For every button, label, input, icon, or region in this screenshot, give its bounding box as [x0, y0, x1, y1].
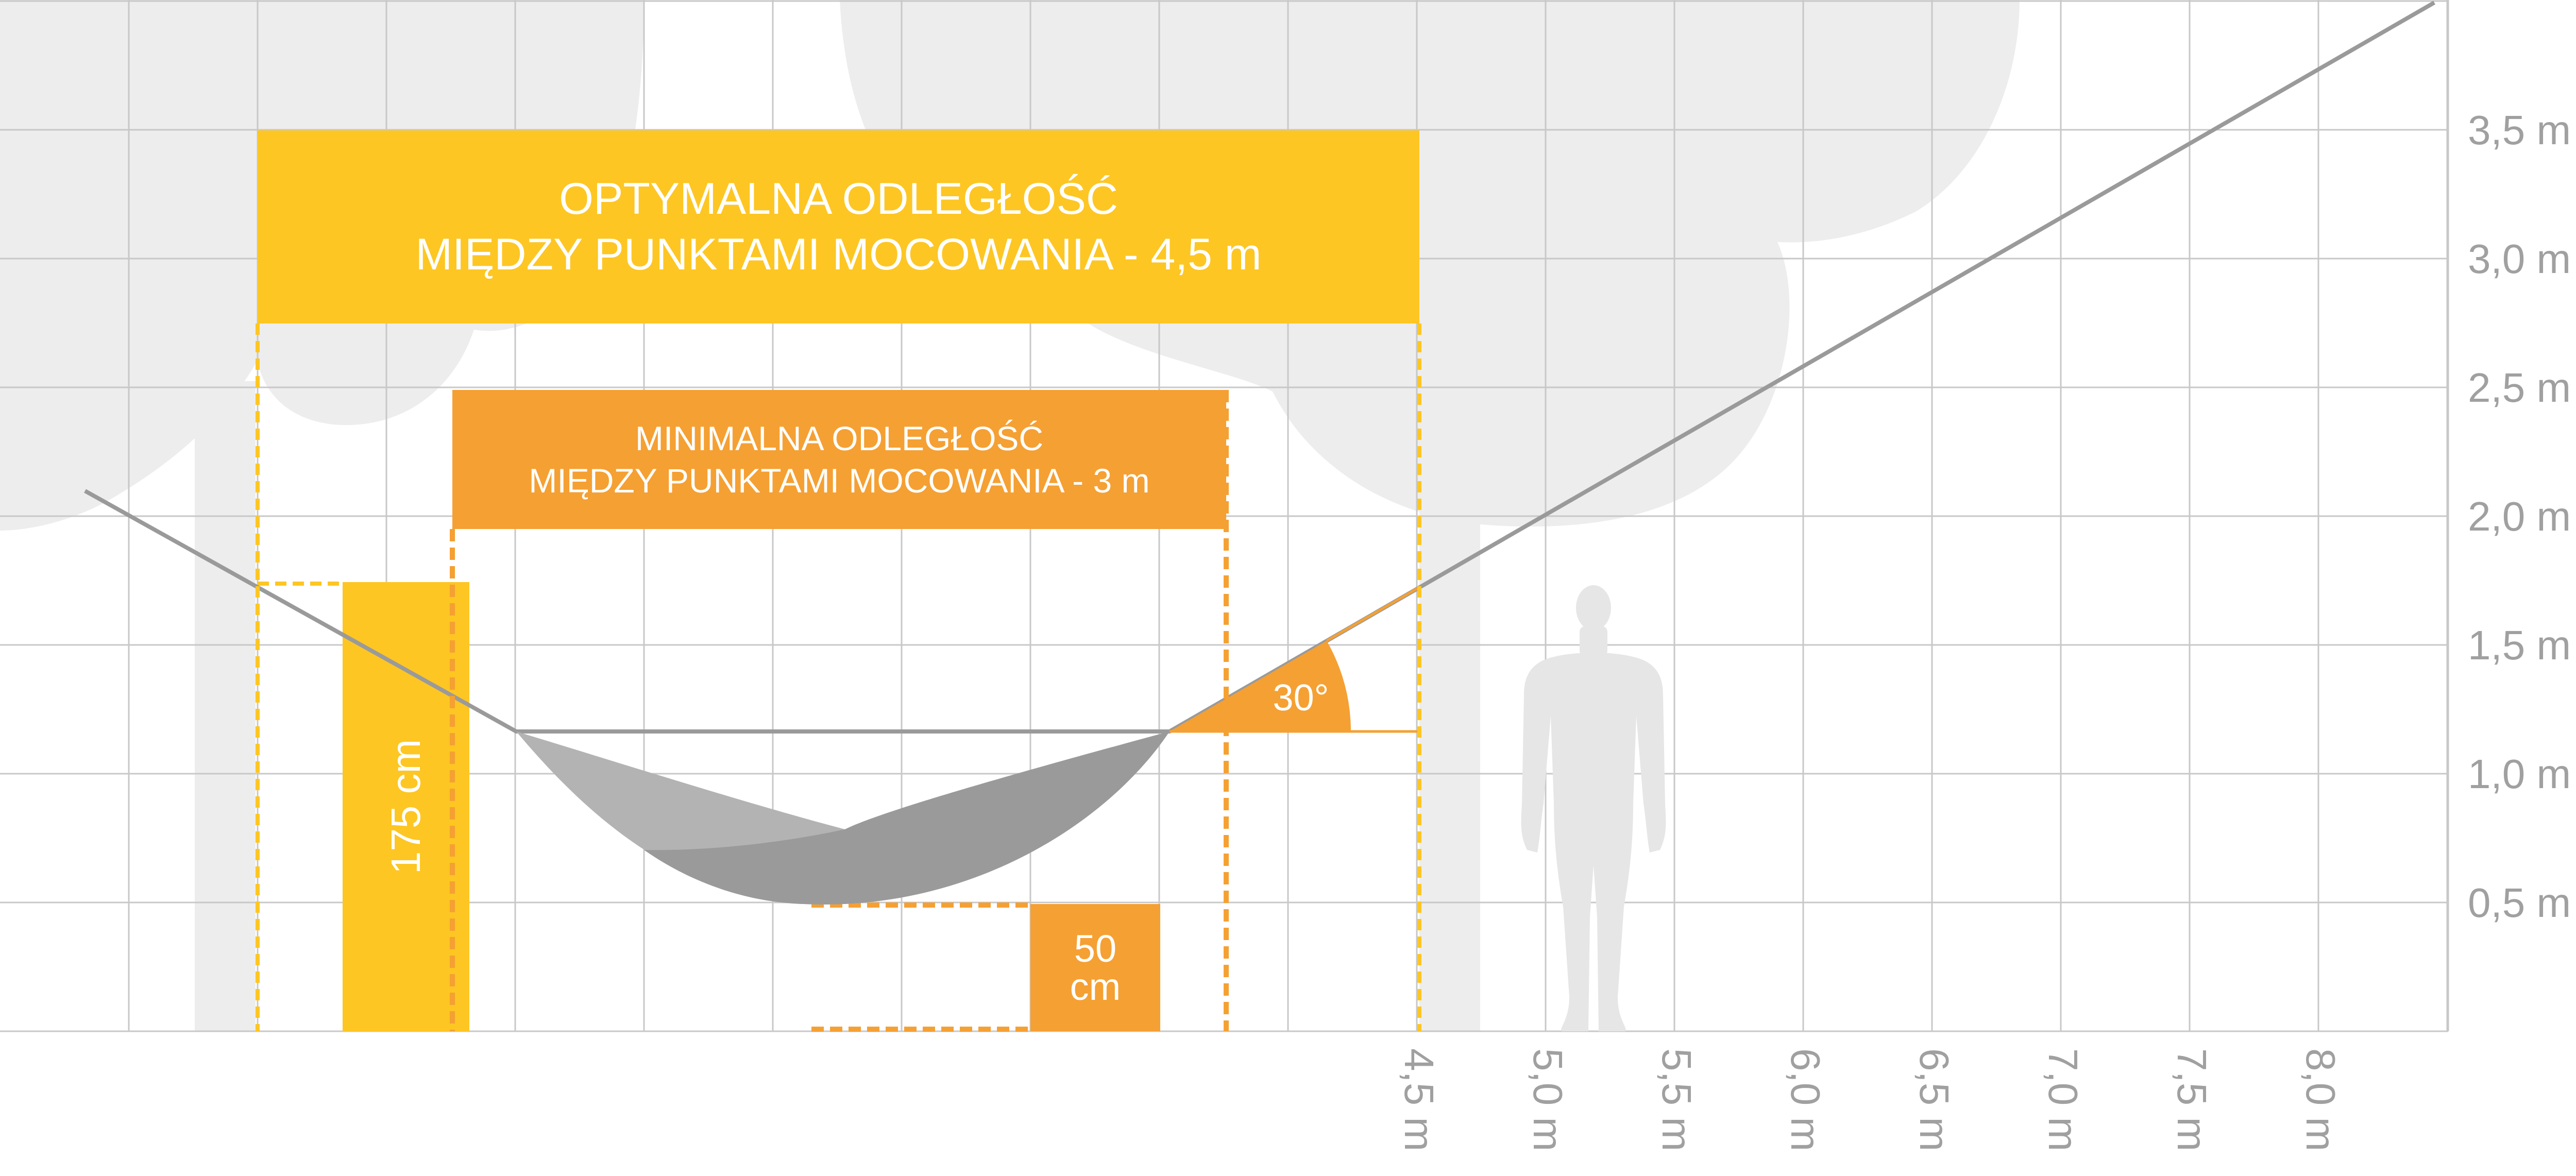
- angle-wedge-icon: [1170, 586, 1420, 733]
- x-tick-label: 6,5 m: [1911, 1048, 1957, 1151]
- hammock-icon: [516, 731, 1170, 905]
- y-tick-label: 0,5 m: [2468, 880, 2571, 926]
- optimal-line1: OPTYMALNA ODLEGŁOŚĆ: [559, 174, 1118, 224]
- angle-label: 30°: [1257, 670, 1345, 726]
- x-tick-label: 5,0 m: [1525, 1048, 1571, 1151]
- x-axis-labels: 4,5 m 5,0 m 5,5 m 6,0 m 6,5 m 7,0 m 7,5 m 8,0 m: [1396, 1048, 2344, 1151]
- y-axis-labels: 0,5 m 1,0 m 1,5 m 2,0 m 2,5 m 3,0 m 3,5 m: [2468, 107, 2571, 926]
- x-tick-label: 4,5 m: [1396, 1048, 1442, 1151]
- y-tick-label: 1,5 m: [2468, 622, 2571, 668]
- minimal-line1: MINIMALNA ODLEGŁOŚĆ: [635, 419, 1044, 457]
- y-tick-label: 2,0 m: [2468, 493, 2571, 539]
- optimal-distance-label: OPTYMALNA ODLEGŁOŚĆ MIĘDZY PUNKTAMI MOCO…: [258, 130, 1419, 323]
- height-label: 175 cm: [343, 582, 469, 1031]
- y-tick-label: 1,0 m: [2468, 751, 2571, 797]
- minimal-line2: MIĘDZY PUNKTAMI MOCOWANIA - 3 m: [529, 462, 1150, 500]
- x-tick-label: 8,0 m: [2298, 1048, 2344, 1151]
- x-tick-label: 6,0 m: [1783, 1048, 1828, 1151]
- y-tick-label: 3,5 m: [2468, 107, 2571, 153]
- x-tick-label: 7,0 m: [2040, 1048, 2086, 1151]
- y-tick-label: 2,5 m: [2468, 365, 2571, 411]
- rope-line: [84, 1, 2435, 734]
- y-tick-label: 3,0 m: [2468, 236, 2571, 282]
- minimal-distance-box: [452, 390, 1226, 529]
- minimal-distance-label: MINIMALNA ODLEGŁOŚĆ MIĘDZY PUNKTAMI MOCO…: [452, 390, 1226, 529]
- person-silhouette-icon: [1521, 585, 1666, 1031]
- optimal-line2: MIĘDZY PUNKTAMI MOCOWANIA - 4,5 m: [415, 229, 1262, 279]
- sag-line1: 50: [1074, 927, 1117, 970]
- height-bar: [343, 582, 469, 1031]
- optimal-distance-box: [258, 130, 1419, 323]
- angle-value: 30°: [1273, 677, 1329, 719]
- height-value: 175 cm: [383, 739, 429, 875]
- x-tick-label: 5,5 m: [1654, 1048, 1700, 1151]
- x-tick-label: 7,5 m: [2169, 1048, 2215, 1151]
- sag-label: 50 cm: [1030, 904, 1160, 1031]
- sag-bar: [1030, 904, 1160, 1031]
- sag-line2: cm: [1070, 965, 1121, 1008]
